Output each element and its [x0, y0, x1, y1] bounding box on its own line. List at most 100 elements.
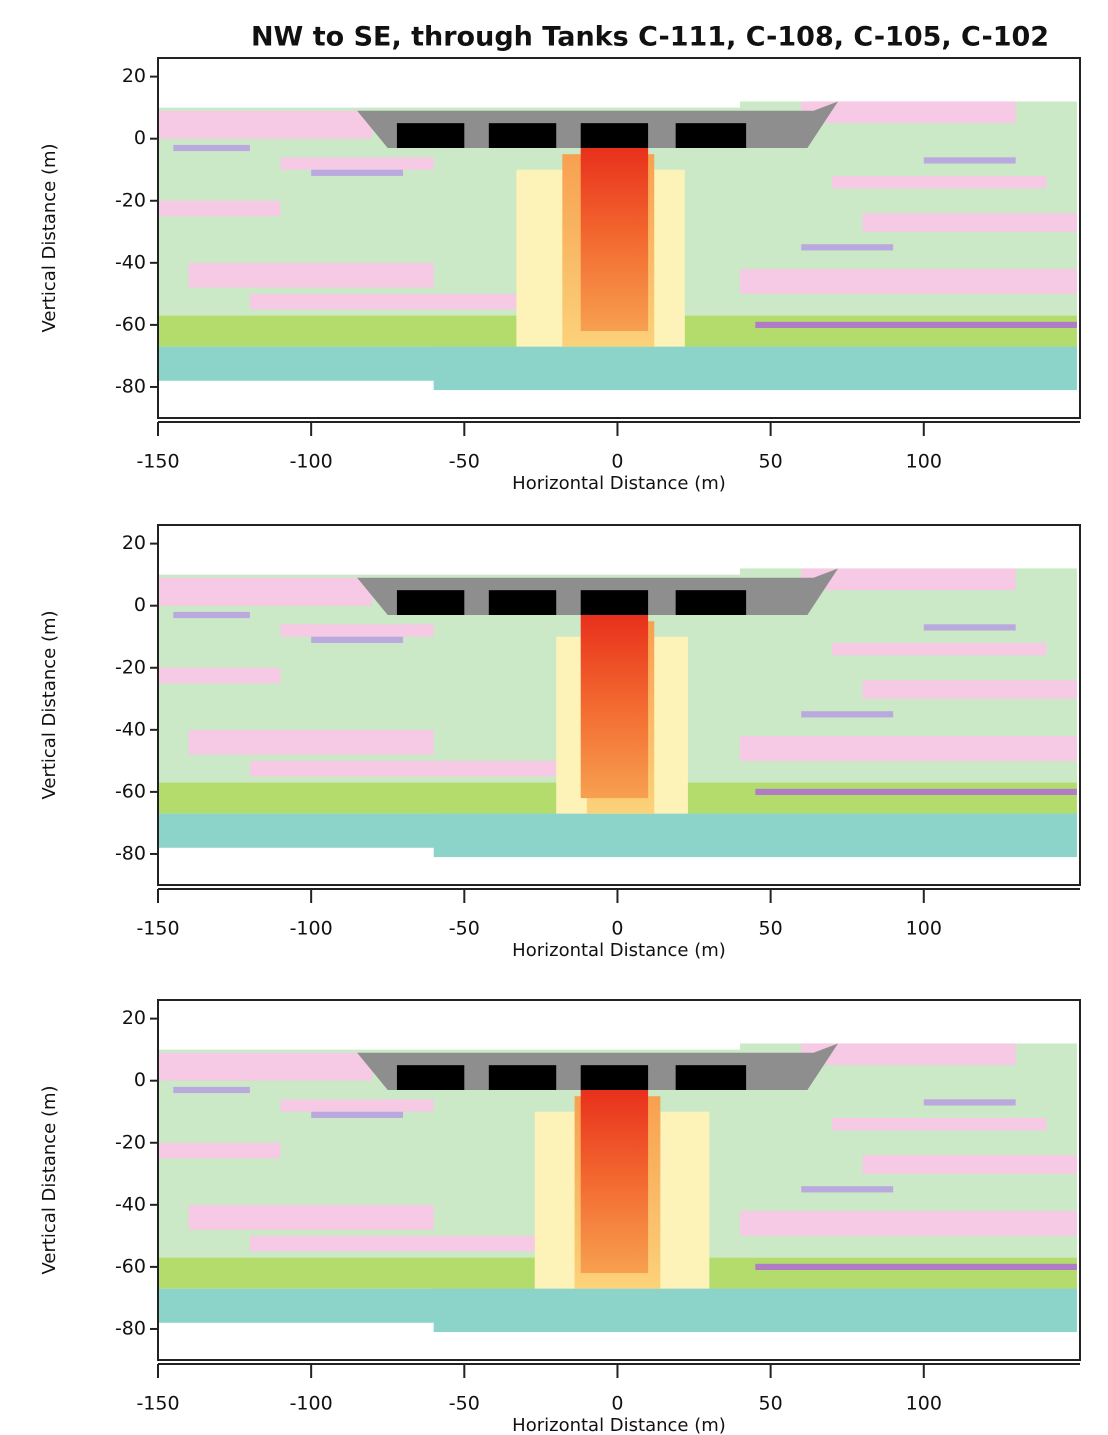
silt-lens: [801, 1186, 894, 1193]
x-tick-label: -150: [136, 1393, 179, 1415]
plot-frame: [157, 524, 1081, 886]
silt-lens: [311, 1111, 404, 1118]
tank: [488, 1065, 557, 1090]
pink-lens: [862, 1155, 1077, 1174]
aquifer-layer: [433, 346, 1077, 391]
pink-lens: [158, 577, 373, 606]
x-tick-label: 0: [611, 918, 623, 940]
x-tick-label: -50: [449, 918, 480, 940]
x-axis-label: Horizontal Distance (m): [512, 940, 726, 961]
pink-lens: [862, 680, 1077, 699]
y-tick-label: 20: [122, 65, 146, 87]
x-tick-label: 100: [906, 1393, 942, 1415]
y-tick-label: -60: [115, 780, 146, 802]
pink-lens: [831, 1117, 1047, 1131]
y-tick-label: 0: [134, 127, 146, 149]
plume-core: [580, 148, 649, 332]
y-tick-label: -40: [115, 718, 146, 740]
silt-lens: [173, 611, 250, 619]
tank: [580, 1065, 649, 1090]
panel: 20 0 -20 -40 -60 -80 -150 -100 -50 0 50 100 Horizont…: [39, 999, 1081, 1435]
silt-lens: [173, 1086, 250, 1094]
y-tick-label: 0: [134, 1069, 146, 1091]
pink-lens: [188, 729, 434, 755]
silt-lens: [173, 144, 250, 152]
x-tick-label: 100: [906, 451, 942, 473]
y-axis-label: Vertical Distance (m): [39, 1085, 60, 1274]
plot-frame: [157, 57, 1081, 419]
y-tick-label: -40: [115, 251, 146, 273]
pink-lens: [158, 110, 373, 139]
tank: [396, 1065, 465, 1090]
aquifer-layer: [433, 813, 1077, 858]
silt-lens: [923, 624, 1016, 631]
y-tick-label: -60: [115, 313, 146, 335]
pink-lens: [831, 642, 1047, 656]
x-tick-label: 100: [906, 918, 942, 940]
chart-title: NW to SE, through Tanks C-111, C-108, C-…: [251, 22, 1049, 53]
silt-lens: [311, 636, 404, 643]
x-tick-label: -150: [136, 451, 179, 473]
y-tick-label: 20: [122, 1007, 146, 1029]
x-tick-label: 50: [759, 918, 783, 940]
pink-lens: [739, 736, 1077, 761]
y-tick-label: -20: [115, 189, 146, 211]
x-tick-label: -100: [290, 451, 333, 473]
tank: [580, 123, 649, 148]
pink-lens: [188, 1204, 434, 1230]
x-tick-label: -100: [290, 918, 333, 940]
y-tick-label: -80: [115, 375, 146, 397]
silt-lens: [923, 1099, 1016, 1106]
panel: 20 0 -20 -40 -60 -80 -150 -100 -50 0 50 100 Horizont…: [39, 22, 1081, 494]
panel: 20 0 -20 -40 -60 -80 -150 -100 -50 0 50 100 Horizont…: [39, 524, 1081, 961]
y-tick-label: -60: [115, 1255, 146, 1277]
silt-lens: [311, 169, 404, 176]
x-tick-label: 0: [611, 451, 623, 473]
x-tick-label: -150: [136, 918, 179, 940]
y-tick-label: -80: [115, 1317, 146, 1339]
x-tick-label: -50: [449, 451, 480, 473]
pink-lens: [249, 1235, 557, 1252]
purple-line: [755, 788, 1077, 795]
tank: [488, 590, 557, 615]
pink-lens: [801, 1043, 1016, 1066]
plot-frame: [157, 999, 1081, 1361]
pink-lens: [158, 200, 281, 217]
tank: [675, 123, 747, 148]
pink-lens: [739, 1211, 1077, 1236]
y-tick-label: -20: [115, 656, 146, 678]
pink-lens: [158, 667, 281, 684]
pink-lens: [831, 175, 1047, 189]
plume-core: [580, 615, 649, 799]
tank: [396, 123, 465, 148]
pink-lens: [158, 1052, 373, 1081]
pink-lens: [280, 157, 434, 170]
x-tick-label: 0: [611, 1393, 623, 1415]
x-axis-label: Horizontal Distance (m): [512, 473, 726, 494]
pink-lens: [739, 269, 1077, 294]
y-axis-label: Vertical Distance (m): [39, 610, 60, 799]
x-tick-label: 50: [759, 451, 783, 473]
y-tick-label: -80: [115, 842, 146, 864]
y-tick-label: 20: [122, 532, 146, 554]
x-tick-label: -50: [449, 1393, 480, 1415]
tank: [396, 590, 465, 615]
x-tick-label: 50: [759, 1393, 783, 1415]
pink-lens: [801, 101, 1016, 124]
x-tick-label: -100: [290, 1393, 333, 1415]
pink-lens: [188, 262, 434, 288]
tank: [488, 123, 557, 148]
y-tick-label: -20: [115, 1131, 146, 1153]
pink-lens: [280, 1099, 434, 1112]
pink-lens: [280, 624, 434, 637]
silt-lens: [923, 157, 1016, 164]
silt-lens: [801, 711, 894, 718]
tank: [580, 590, 649, 615]
y-axis-label: Vertical Distance (m): [39, 143, 60, 332]
pink-lens: [862, 213, 1077, 232]
pink-lens: [158, 1142, 281, 1159]
plume-core: [580, 1090, 649, 1274]
purple-line: [755, 1263, 1077, 1270]
tank: [675, 1065, 747, 1090]
